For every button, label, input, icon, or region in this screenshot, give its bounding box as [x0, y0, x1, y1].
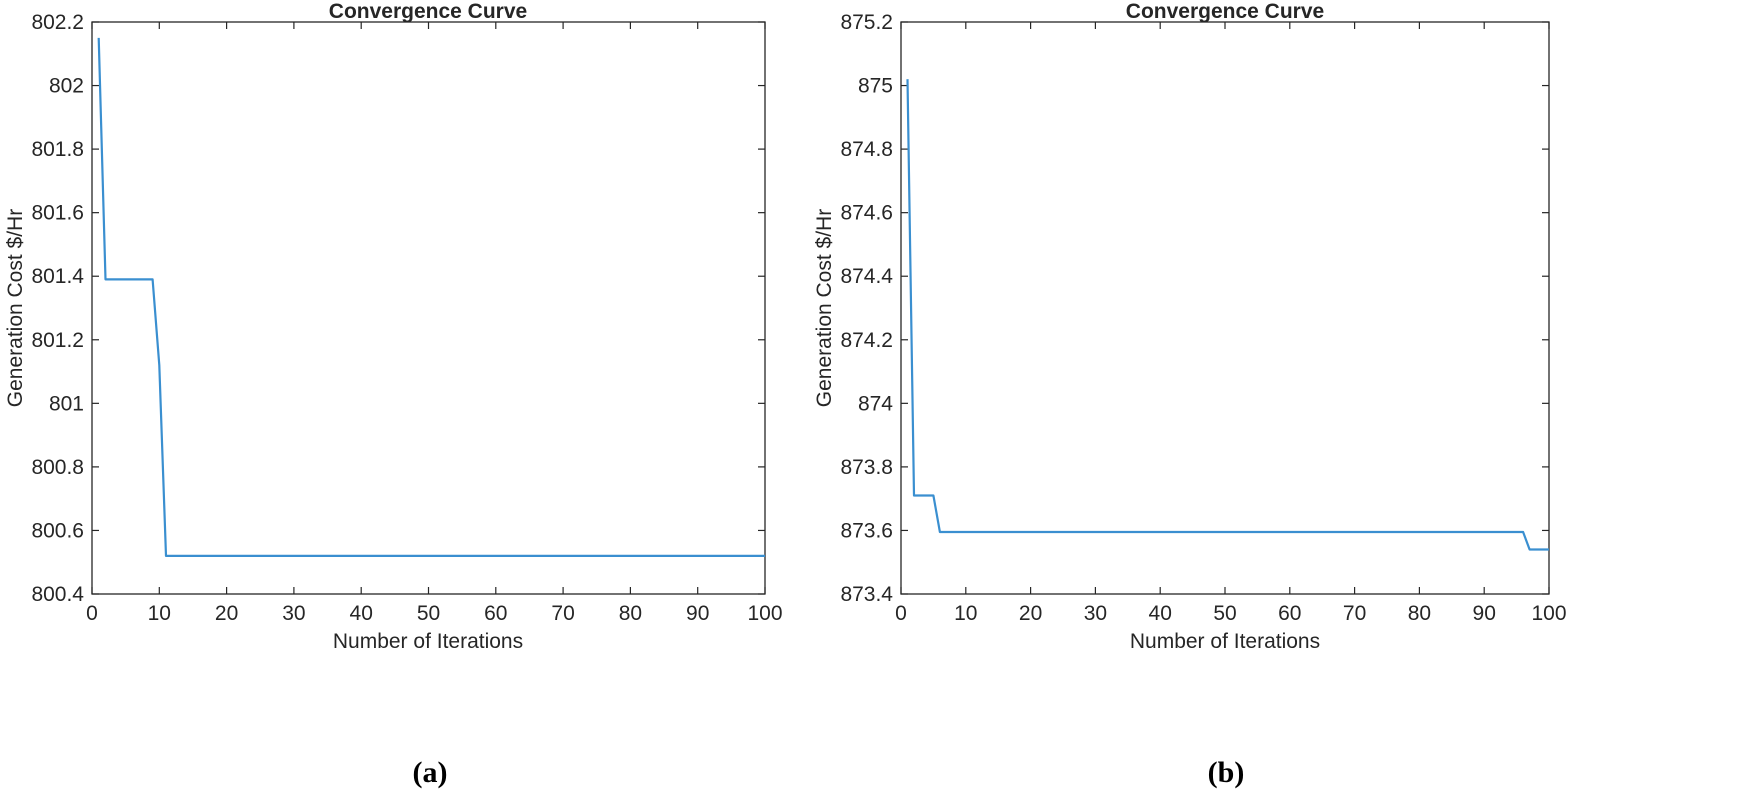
y-tick-label-a: 800.6 — [31, 519, 84, 542]
ticks-a: 0 10 20 30 40 50 60 70 80 90 100 800.4 800.6 800.8 801… — [31, 11, 782, 625]
convergence-line-a — [97, 37, 765, 557]
y-tick-label-b: 873.4 — [840, 583, 893, 606]
x-tick-label-a: 50 — [417, 602, 440, 625]
x-tick-label-a: 90 — [686, 602, 709, 625]
x-tick-label-b: 10 — [954, 602, 977, 625]
plot-area-a — [91, 21, 766, 595]
y-tick-label-a: 800.8 — [31, 456, 84, 479]
y-tick-label-a: 801 — [49, 392, 84, 415]
plot-area-b — [900, 21, 1550, 595]
x-tick-label-a: 10 — [148, 602, 171, 625]
x-axis-label-b: Number of Iterations — [1130, 630, 1320, 653]
chart-panel-b: 0 10 20 30 40 50 60 70 80 90 100 873.4 873.6 873.8 874… — [813, 0, 1567, 789]
y-tick-label-a: 801.6 — [31, 202, 84, 225]
x-tick-label-b: 80 — [1408, 602, 1431, 625]
x-axis-label-a: Number of Iterations — [333, 630, 523, 653]
x-tick-label-a: 40 — [350, 602, 373, 625]
y-tick-label-b: 874.8 — [840, 138, 893, 161]
x-tick-label-b: 0 — [895, 602, 907, 625]
x-tick-label-a: 70 — [551, 602, 574, 625]
y-axis-label-b: Generation Cost $/Hr — [813, 209, 836, 407]
y-tick-label-a: 801.4 — [31, 265, 84, 288]
x-tick-label-a: 30 — [282, 602, 305, 625]
x-tick-label-b: 70 — [1343, 602, 1366, 625]
x-tick-label-b: 50 — [1213, 602, 1236, 625]
chart-title-b: Convergence Curve — [1126, 0, 1324, 23]
y-tick-label-b: 874.4 — [840, 265, 893, 288]
x-tick-label-a: 0 — [86, 602, 98, 625]
x-tick-label-a: 100 — [747, 602, 782, 625]
x-tick-label-a: 80 — [619, 602, 642, 625]
x-tick-label-b: 90 — [1473, 602, 1496, 625]
y-tick-label-a: 800.4 — [31, 583, 84, 606]
y-tick-label-b: 874.6 — [840, 202, 893, 225]
y-tick-label-b: 873.8 — [840, 456, 893, 479]
chart-title-a: Convergence Curve — [329, 0, 527, 23]
x-tick-label-b: 30 — [1084, 602, 1107, 625]
x-tick-label-a: 20 — [215, 602, 238, 625]
y-tick-label-a: 802 — [49, 75, 84, 98]
y-axis-label-a: Generation Cost $/Hr — [4, 209, 27, 407]
y-tick-label-a: 801.2 — [31, 329, 84, 352]
y-tick-label-a: 801.8 — [31, 138, 84, 161]
x-tick-label-a: 60 — [484, 602, 507, 625]
y-tick-label-b: 873.6 — [840, 519, 893, 542]
y-tick-label-b: 874 — [858, 392, 893, 415]
y-tick-label-a: 802.2 — [31, 11, 84, 34]
convergence-line-b — [906, 79, 1549, 551]
panel-label-a: (a) — [413, 756, 448, 789]
x-tick-label-b: 40 — [1149, 602, 1172, 625]
x-tick-label-b: 20 — [1019, 602, 1042, 625]
y-tick-label-b: 874.2 — [840, 329, 893, 352]
x-tick-label-b: 60 — [1278, 602, 1301, 625]
panel-label-b: (b) — [1208, 756, 1245, 789]
x-tick-label-b: 100 — [1531, 602, 1566, 625]
chart-panel-a: 0 10 20 30 40 50 60 70 80 90 100 800.4 800.6 800.8 801… — [4, 0, 783, 789]
y-tick-label-b: 875 — [858, 75, 893, 98]
y-tick-label-b: 875.2 — [840, 11, 893, 34]
ticks-b: 0 10 20 30 40 50 60 70 80 90 100 873.4 873.6 873.8 874… — [840, 11, 1566, 625]
